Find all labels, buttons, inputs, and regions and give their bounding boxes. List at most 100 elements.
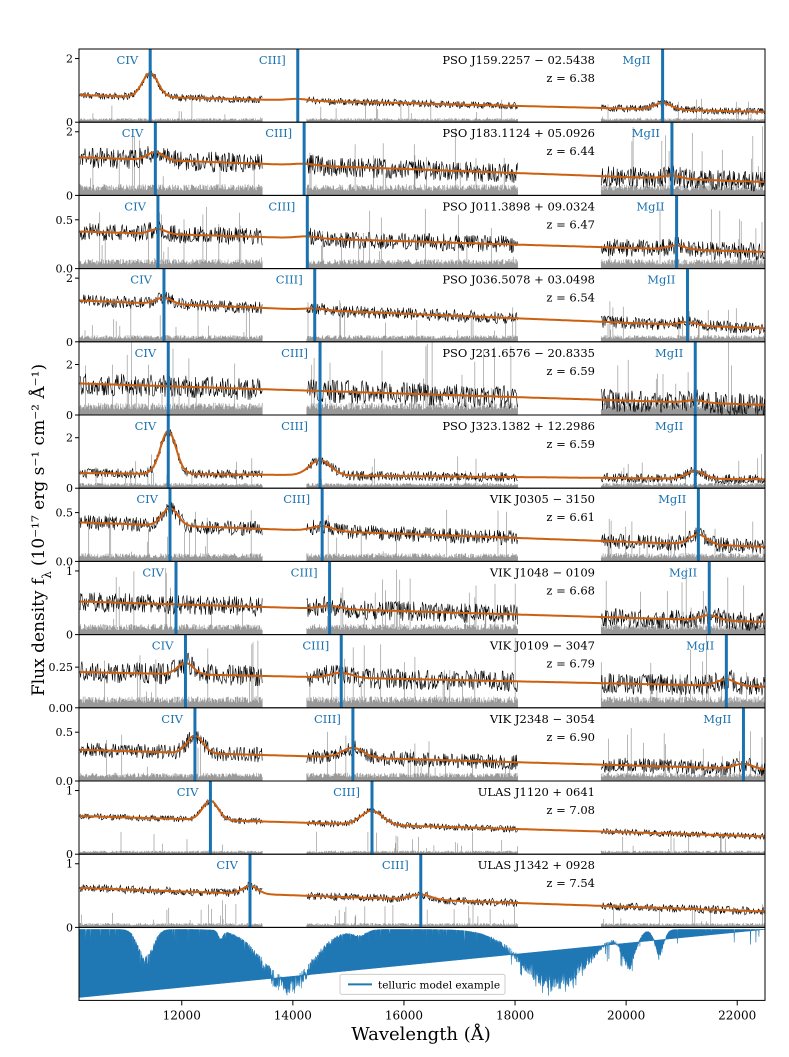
line-label-mgii: MgII	[686, 639, 714, 653]
object-name: PSO J036.5078 + 03.0498	[442, 273, 595, 287]
line-label-mgii: MgII	[669, 565, 697, 579]
y-tick-label: 0.0	[56, 263, 74, 276]
y-tick-label: 1	[66, 565, 73, 578]
x-tick-label: 18000	[496, 1008, 534, 1022]
line-label-civ: CIV	[130, 273, 152, 287]
y-tick-label: 2	[66, 53, 73, 66]
redshift-label: z = 6.44	[546, 144, 595, 158]
y-axis-label: Flux density fλ (10⁻¹⁷ erg s⁻¹ cm⁻² Å⁻¹)	[28, 364, 54, 696]
line-label-civ: CIV	[124, 199, 146, 213]
error-spectrum	[79, 831, 765, 855]
flux-spectrum	[79, 502, 765, 554]
y-tick-label: 0.25	[49, 661, 74, 674]
line-label-civ: CIV	[122, 126, 144, 140]
panels-group: CIV CIII] MgII PSO J159.2257 − 02.5438 z = 6…	[49, 48, 766, 1001]
object-name: VIK J0109 − 3047	[489, 639, 595, 653]
line-label-civ: CIV	[152, 639, 174, 653]
y-tick-label: 2	[66, 432, 73, 445]
redshift-label: z = 6.59	[546, 364, 595, 378]
y-tick-label: 0.5	[56, 214, 74, 227]
line-label-ciii: CIII]	[276, 273, 303, 287]
continuum-model	[79, 429, 765, 481]
line-label-mgii: MgII	[655, 419, 683, 433]
line-label-mgii: MgII	[632, 126, 660, 140]
error-spectrum	[79, 899, 765, 928]
panel-12: CIV CIII] ULAS J1342 + 0928 z = 7.54 0 1	[66, 853, 766, 934]
y-tick-label: 0	[66, 482, 73, 495]
y-tick-label: 2	[66, 272, 73, 285]
redshift-label: z = 7.08	[546, 803, 595, 817]
line-label-ciii: CIII]	[291, 565, 318, 579]
redshift-label: z = 6.79	[546, 657, 595, 671]
error-spectrum	[79, 635, 765, 708]
error-spectrum	[79, 206, 765, 269]
object-name: PSO J231.6576 − 20.8335	[442, 346, 595, 360]
line-label-mgii: MgII	[647, 273, 675, 287]
continuum-model	[79, 71, 765, 113]
panel-plot-area	[79, 728, 765, 781]
redshift-label: z = 7.54	[546, 876, 595, 890]
line-label-ciii: CIII]	[302, 639, 329, 653]
panel-plot-area	[79, 70, 765, 123]
panel-plot-area	[79, 429, 765, 489]
continuum-model	[79, 228, 765, 253]
y-tick-label: 0.5	[56, 507, 74, 520]
object-name: ULAS J1120 + 0641	[478, 785, 595, 799]
error-spectrum	[79, 509, 765, 562]
panel-1: CIV CIII] MgII PSO J159.2257 − 02.5438 z = 6…	[66, 48, 766, 129]
object-name: PSO J323.1382 + 12.2986	[442, 419, 595, 433]
redshift-label: z = 6.54	[546, 291, 595, 305]
object-name: VIK J0305 − 3150	[489, 492, 595, 506]
panel-frame	[78, 560, 766, 636]
continuum-model	[79, 799, 765, 838]
continuum-model	[79, 661, 765, 688]
error-spectrum	[79, 454, 765, 489]
x-axis-label: Wavelength (Å)	[351, 1023, 491, 1045]
continuum-model	[79, 296, 765, 330]
y-tick-label: 0	[66, 848, 73, 861]
object-name: PSO J183.1124 + 05.0926	[442, 126, 595, 140]
panel-frame	[78, 634, 766, 709]
error-spectrum	[79, 126, 765, 196]
redshift-label: z = 6.68	[546, 583, 595, 597]
panel-plot-area	[79, 635, 765, 708]
panel-plot-area	[79, 341, 765, 415]
redshift-label: z = 6.59	[546, 437, 595, 451]
line-label-civ: CIV	[177, 785, 199, 799]
line-label-civ: CIV	[142, 565, 164, 579]
y-tick-label: 1	[66, 785, 73, 798]
y-tick-label: 2	[66, 126, 73, 139]
redshift-label: z = 6.90	[546, 730, 595, 744]
panel-11: CIV CIII] ULAS J1120 + 0641 z = 7.08 0 1	[66, 780, 766, 861]
y-axis-label-main: Flux density f	[29, 577, 49, 696]
error-spectrum	[79, 341, 765, 415]
panel-plot-area	[79, 291, 765, 342]
line-label-ciii: CIII]	[382, 858, 409, 872]
object-name: PSO J159.2257 − 02.5438	[442, 53, 595, 67]
continuum-model	[79, 382, 765, 406]
line-label-mgii: MgII	[636, 199, 664, 213]
line-label-ciii: CIII]	[333, 785, 360, 799]
y-axis-label-sub: λ	[40, 571, 54, 579]
y-tick-label: 0	[66, 409, 73, 422]
line-label-ciii: CIII]	[281, 419, 308, 433]
y-tick-label: 0.0	[56, 555, 74, 568]
y-tick-label: 0	[66, 116, 73, 129]
panel-3: CIV CIII] MgII PSO J011.3898 + 09.0324 z = 6…	[56, 194, 766, 276]
y-tick-label: 0	[66, 189, 73, 202]
line-label-mgii: MgII	[622, 53, 650, 67]
continuum-model	[79, 600, 765, 623]
line-label-mgii: MgII	[703, 712, 731, 726]
object-name: PSO J011.3898 + 09.0324	[442, 199, 595, 213]
object-name: VIK J1048 − 0109	[489, 565, 595, 579]
telluric-model	[78, 929, 766, 998]
y-tick-label: 0.0	[56, 775, 74, 788]
continuum-model	[79, 734, 765, 770]
y-tick-label: 0	[66, 336, 73, 349]
line-label-mgii: MgII	[655, 346, 683, 360]
error-spectrum	[79, 300, 765, 342]
panel-plot-area	[79, 567, 765, 635]
y-tick-label: 1	[66, 858, 73, 871]
object-name: ULAS J1342 + 0928	[478, 858, 595, 872]
